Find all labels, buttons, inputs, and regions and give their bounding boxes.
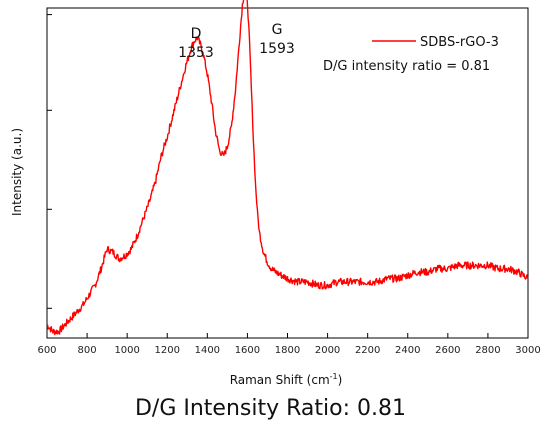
plot-frame — [46, 7, 529, 339]
x-axis-title: Raman Shift (cm-1) — [230, 372, 343, 387]
x-tick-label-2600: 2600 — [435, 345, 460, 356]
x-tick-label-1800: 1800 — [275, 345, 300, 356]
x-tick-label-2000: 2000 — [315, 345, 340, 356]
peak-g-value: 1593 — [259, 41, 295, 57]
legend-ratio-note: D/G intensity ratio = 0.81 — [323, 59, 490, 74]
x-axis-title-superscript: -1 — [330, 372, 338, 381]
y-axis-title: Intensity (a.u.) — [10, 128, 24, 216]
x-tick-label-1000: 1000 — [114, 345, 139, 356]
legend-label: SDBS-rGO-3 — [420, 35, 499, 50]
raman-chart: 600 800 1000 1200 1400 1600 1800 2000 2200 2400 26… — [10, 0, 541, 387]
series-line-sdbs-rgo-3 — [46, 0, 529, 336]
x-tick-label-1400: 1400 — [195, 345, 220, 356]
peak-g-label: G — [272, 22, 283, 38]
x-tick-label-800: 800 — [78, 345, 97, 356]
x-tick-label-600: 600 — [37, 345, 56, 356]
x-tick-label-2200: 2200 — [355, 345, 380, 356]
peak-d-label: D — [191, 26, 202, 42]
x-axis-tick-labels: 600 800 1000 1200 1400 1600 1800 2000 2200 2400 26… — [37, 345, 540, 356]
x-tick-label-1200: 1200 — [155, 345, 180, 356]
peak-d-value: 1353 — [178, 45, 214, 61]
x-tick-label-1600: 1600 — [235, 345, 260, 356]
y-axis-ticks — [47, 14, 52, 309]
figure-caption: D/G Intensity Ratio: 0.81 — [134, 396, 406, 421]
x-axis-ticks — [46, 333, 529, 338]
x-tick-label-2400: 2400 — [395, 345, 420, 356]
x-tick-label-2800: 2800 — [475, 345, 500, 356]
x-tick-label-3000: 3000 — [515, 345, 540, 356]
